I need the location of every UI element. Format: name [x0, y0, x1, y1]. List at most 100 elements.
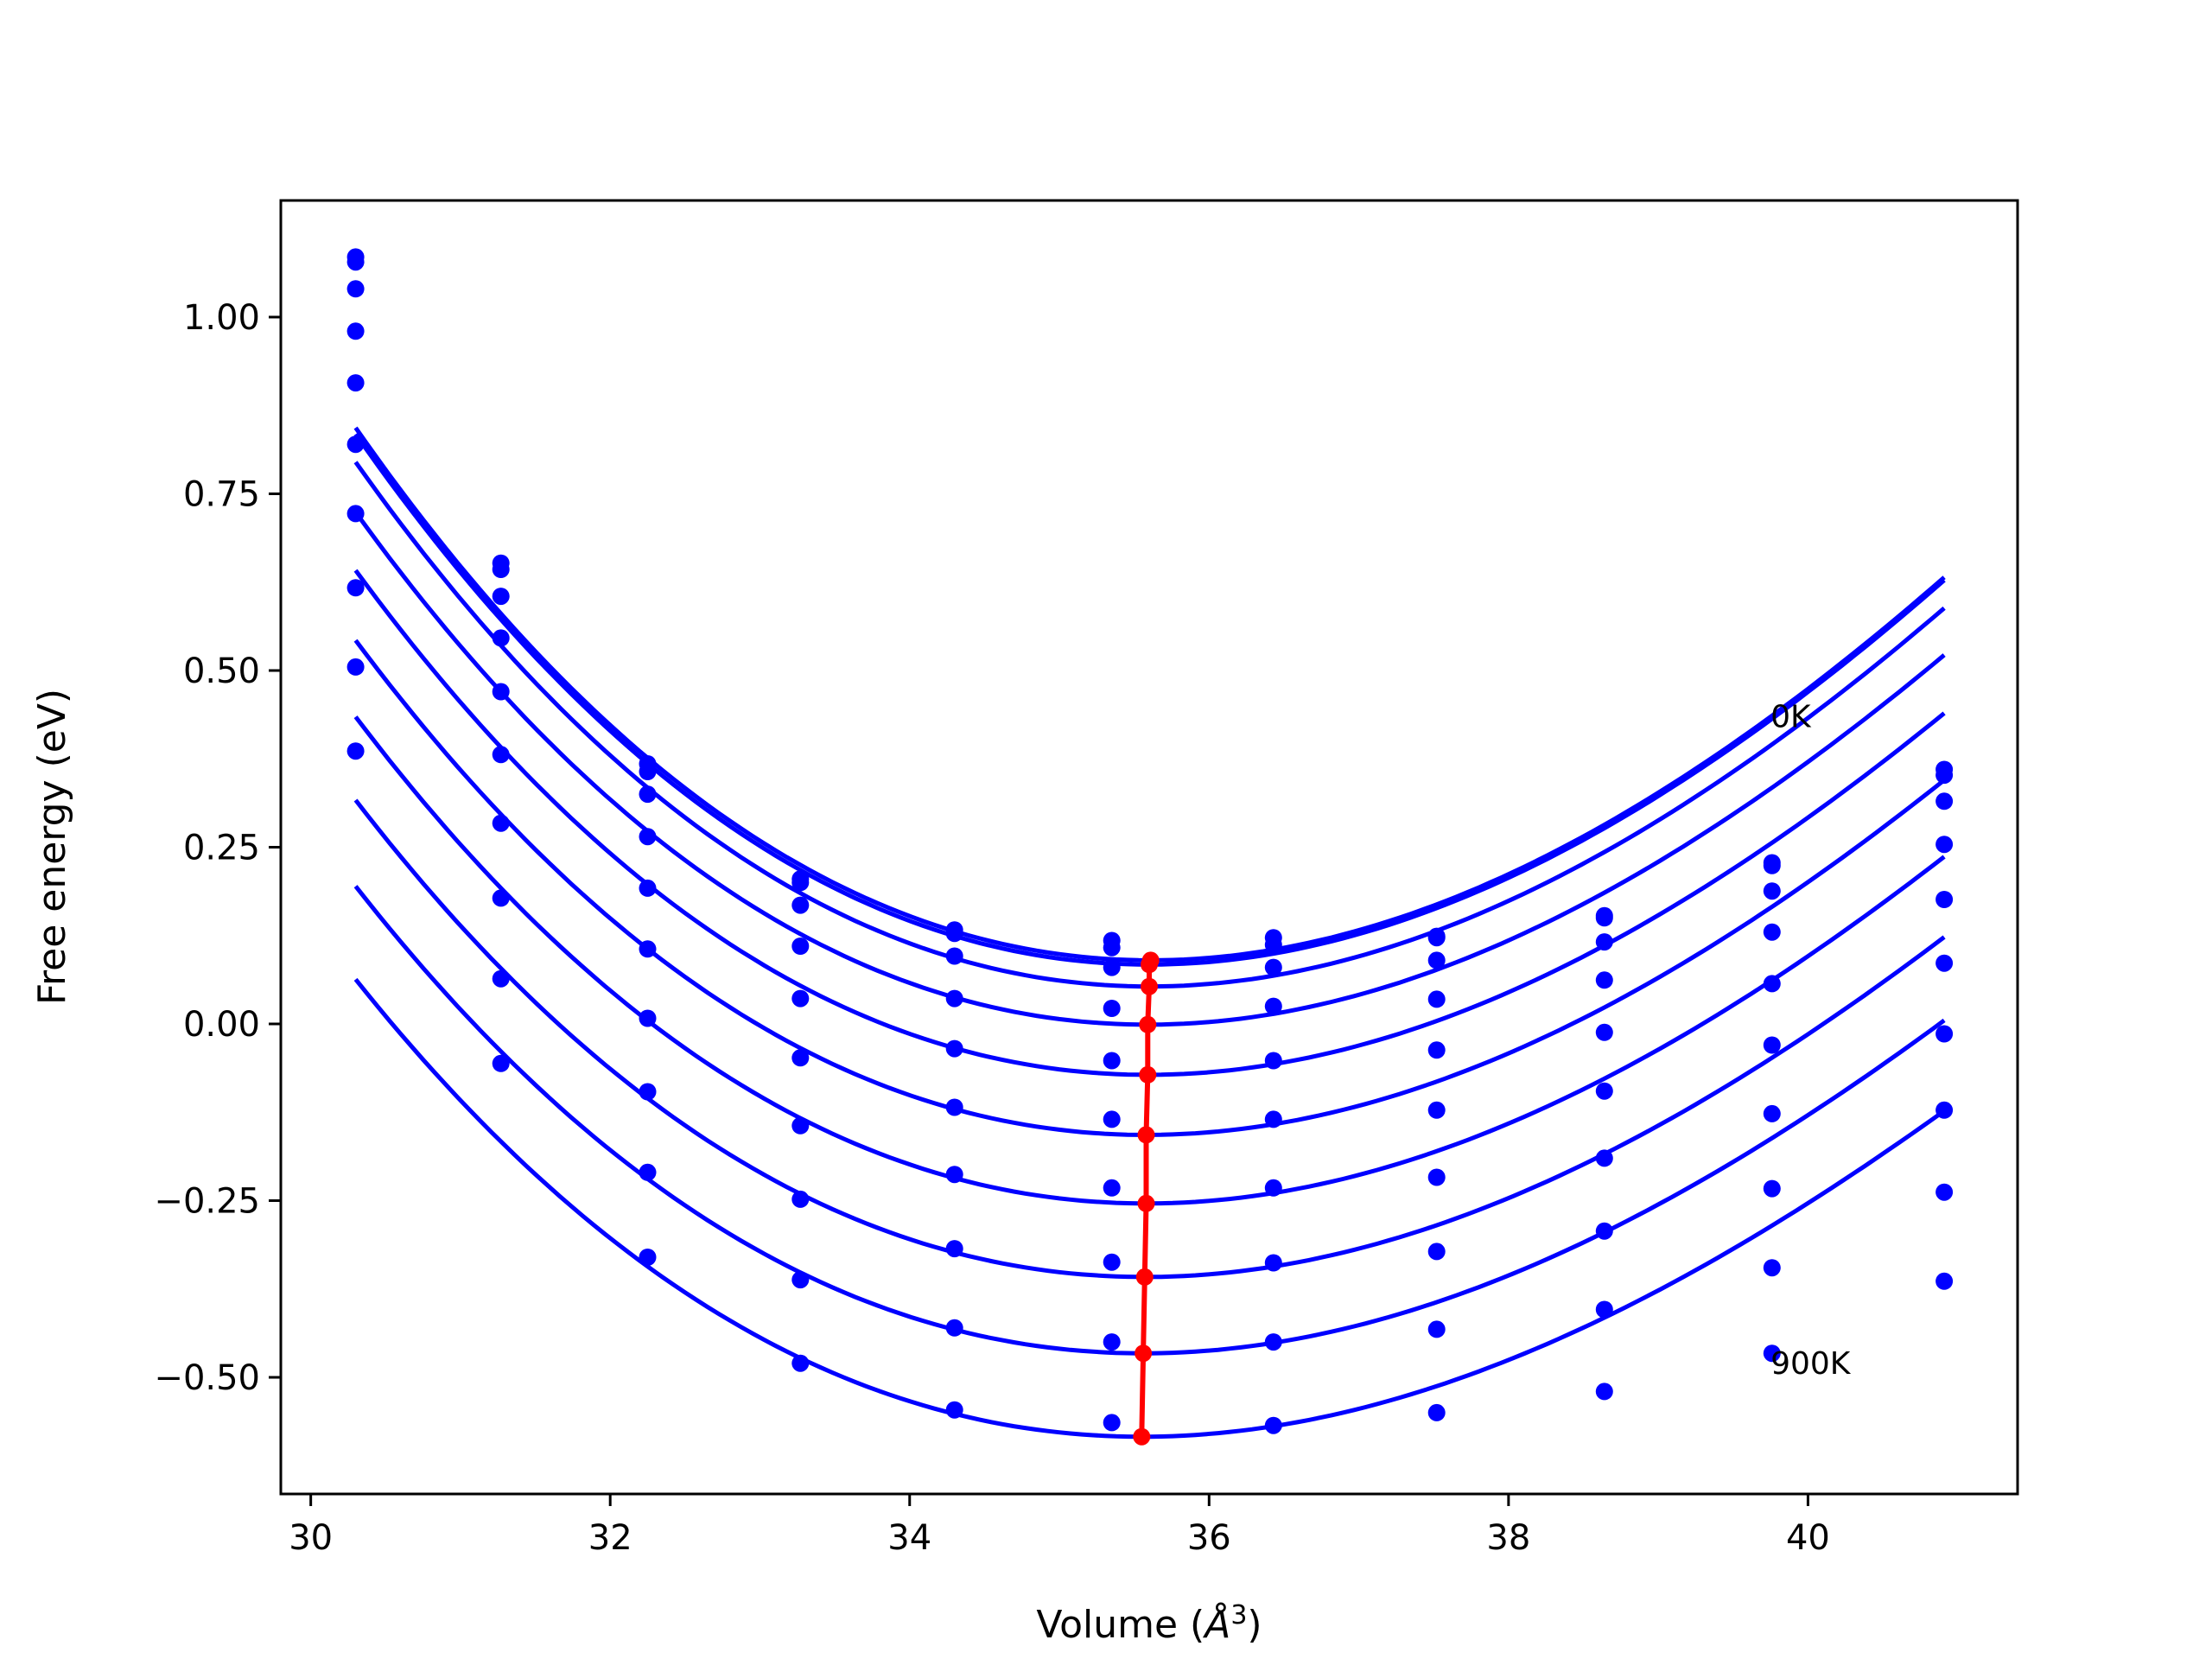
minimum-point-4: [1139, 1065, 1157, 1084]
data-point-3-4: [945, 989, 963, 1007]
y-tick-label: −0.25: [154, 1182, 260, 1222]
data-point-4-0: [346, 374, 365, 392]
data-point-6-5: [1103, 1179, 1121, 1197]
data-point-2-10: [1936, 792, 1954, 810]
y-axis-ticks: −0.50 −0.25 0.00 0.25 0.50 0.75 1.00: [154, 298, 281, 1398]
data-point-6-0: [346, 505, 365, 523]
data-point-7-1: [492, 889, 510, 907]
x-tick-label: 38: [1486, 1518, 1530, 1558]
data-point-5-2: [639, 940, 657, 958]
y-tick-label: −0.50: [154, 1358, 260, 1398]
data-point-9-0: [346, 742, 365, 760]
data-point-4-5: [1103, 1052, 1121, 1070]
data-point-5-4: [945, 1098, 963, 1116]
minimum-point-8: [1135, 1344, 1153, 1363]
data-point-7-2: [639, 1083, 657, 1101]
data-point-2-7: [1427, 951, 1446, 969]
data-point-1-0: [346, 253, 365, 271]
data-point-4-1: [492, 683, 510, 701]
data-point-2-8: [1595, 933, 1613, 951]
data-points: [346, 248, 1954, 1434]
data-point-7-4: [945, 1240, 963, 1258]
data-point-3-9: [1763, 923, 1781, 941]
data-point-7-0: [346, 579, 365, 597]
data-point-8-2: [639, 1163, 657, 1181]
data-point-8-1: [492, 969, 510, 988]
data-point-1-3: [791, 874, 810, 892]
data-point-2-9: [1763, 882, 1781, 900]
data-point-9-2: [639, 1249, 657, 1266]
data-point-3-6: [1264, 997, 1282, 1015]
data-point-4-2: [639, 879, 657, 897]
x-axis-ticks: 30 32 34 36 38 40: [289, 1494, 1830, 1558]
data-point-5-1: [492, 746, 510, 764]
data-point-6-6: [1264, 1179, 1282, 1197]
x-axis-label: Volume (Å3): [1036, 1600, 1262, 1647]
x-tick-label: 32: [588, 1518, 632, 1558]
data-point-2-0: [346, 280, 365, 298]
y-tick-label: 0.25: [183, 829, 260, 868]
data-point-5-5: [1103, 1110, 1121, 1128]
data-point-9-10: [1936, 1272, 1954, 1290]
data-point-2-6: [1264, 958, 1282, 976]
minimum-line: [1139, 959, 1154, 1437]
minimum-point-5: [1137, 1126, 1155, 1144]
data-point-8-3: [791, 1271, 810, 1289]
minimum-point-6: [1137, 1194, 1155, 1212]
data-point-8-9: [1763, 1259, 1781, 1277]
data-point-7-9: [1763, 1179, 1781, 1198]
data-point-9-5: [1103, 1414, 1121, 1432]
data-point-5-0: [346, 435, 365, 454]
data-point-8-4: [945, 1319, 963, 1337]
x-tick-label: 30: [289, 1518, 333, 1558]
data-point-8-0: [346, 658, 365, 676]
y-tick-label: 0.75: [183, 474, 260, 514]
data-point-3-7: [1427, 990, 1446, 1008]
data-point-9-8: [1595, 1382, 1613, 1401]
y-tick-label: 0.50: [183, 652, 260, 691]
data-point-1-6: [1264, 936, 1282, 954]
data-point-6-3: [791, 1116, 810, 1135]
data-point-7-7: [1427, 1243, 1446, 1261]
annotation-1: 900K: [1770, 1346, 1852, 1382]
data-point-1-4: [945, 925, 963, 943]
data-point-7-3: [791, 1190, 810, 1208]
data-point-8-6: [1264, 1333, 1282, 1351]
data-point-7-5: [1103, 1253, 1121, 1271]
x-tick-label: 34: [887, 1518, 931, 1558]
minimum-point-9: [1133, 1427, 1151, 1446]
data-point-9-7: [1427, 1403, 1446, 1421]
data-point-2-4: [945, 947, 963, 965]
data-point-2-2: [639, 785, 657, 804]
data-point-3-2: [639, 828, 657, 846]
data-point-1-1: [492, 561, 510, 578]
data-point-1-8: [1595, 909, 1613, 927]
minimum-point-1: [1141, 956, 1158, 974]
annotation-0: 0K: [1770, 699, 1812, 734]
data-point-6-10: [1936, 1025, 1954, 1043]
data-point-6-9: [1763, 1104, 1781, 1122]
y-tick-label: 1.00: [183, 298, 260, 338]
annotations: 0K 900K: [1770, 699, 1852, 1382]
data-point-8-5: [1103, 1333, 1121, 1351]
y-tick-label: 0.00: [183, 1005, 260, 1045]
data-point-8-10: [1936, 1183, 1954, 1201]
data-point-8-7: [1427, 1320, 1446, 1338]
data-point-6-7: [1427, 1168, 1446, 1186]
data-point-2-5: [1103, 958, 1121, 976]
data-point-1-7: [1427, 929, 1446, 947]
data-point-9-3: [791, 1354, 810, 1372]
minimum-point-7: [1135, 1268, 1154, 1286]
data-point-4-8: [1595, 1023, 1613, 1041]
data-point-2-1: [492, 588, 510, 606]
data-point-7-10: [1936, 1101, 1954, 1119]
minimum-point-2: [1141, 977, 1158, 995]
data-point-3-10: [1936, 836, 1954, 854]
data-point-6-8: [1595, 1149, 1613, 1167]
data-point-5-6: [1264, 1110, 1282, 1128]
x-tick-label: 40: [1786, 1518, 1830, 1558]
data-point-6-2: [639, 1009, 657, 1027]
data-point-9-1: [492, 1054, 510, 1072]
data-point-1-2: [639, 763, 657, 780]
